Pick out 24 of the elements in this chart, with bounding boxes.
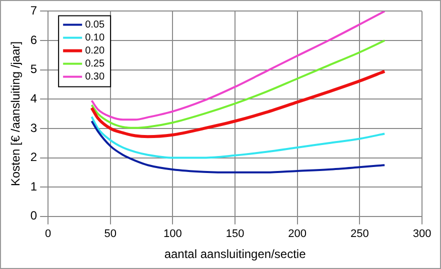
line-series bbox=[90, 116, 386, 159]
y-axis-title: Kosten [€ /aansluiting /jaar] bbox=[8, 41, 23, 186]
x-tick-label: 200 bbox=[288, 228, 307, 240]
x-tick-label: 50 bbox=[104, 228, 117, 240]
legend-label: 0.20 bbox=[85, 45, 105, 56]
y-tick-label: 5 bbox=[30, 62, 38, 76]
y-tick-label: 4 bbox=[30, 91, 38, 106]
legend-label: 0.25 bbox=[85, 58, 105, 70]
y-tick-label: 3 bbox=[30, 120, 38, 135]
line-series bbox=[90, 120, 386, 174]
legend-label: 0.30 bbox=[85, 71, 105, 82]
x-tick-label: 150 bbox=[226, 228, 244, 240]
x-tick-label: 300 bbox=[412, 228, 432, 240]
x-axis-title: aantal aansluitingen/sectie bbox=[164, 247, 306, 262]
y-tick-label: 1 bbox=[30, 179, 38, 194]
y-tick-label: 6 bbox=[30, 32, 38, 47]
x-tick-label: 100 bbox=[164, 228, 182, 240]
x-tick-label: 250 bbox=[350, 228, 369, 240]
x-tick-label: 0 bbox=[45, 228, 52, 240]
y-tick-label: 0 bbox=[30, 208, 38, 223]
legend-label: 0.10 bbox=[85, 32, 105, 44]
y-tick-label: 7 bbox=[30, 4, 38, 18]
legend-label: 0.05 bbox=[85, 19, 105, 30]
y-tick-label: 2 bbox=[30, 150, 38, 164]
